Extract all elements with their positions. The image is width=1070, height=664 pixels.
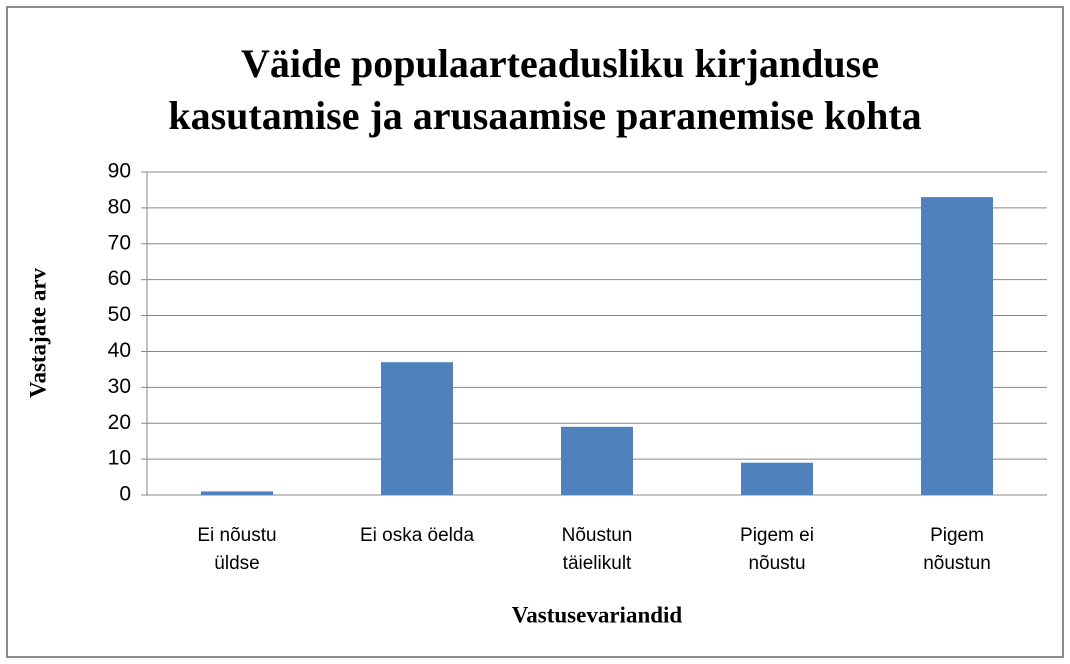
y-tick-label: 20	[108, 411, 131, 434]
y-tick-label: 70	[108, 231, 131, 254]
x-axis-label: Vastusevariandid	[512, 602, 683, 627]
x-tick-label: Ei oska öelda	[359, 525, 475, 546]
y-tick-label: 40	[108, 339, 131, 362]
bar	[741, 462, 813, 495]
y-tick-label: 60	[108, 267, 131, 290]
y-tick-label: 90	[108, 160, 131, 183]
chart-frame	[6, 6, 1064, 658]
y-tick-label: 30	[108, 375, 131, 398]
x-tick-label: Ei nõustu üldse	[197, 525, 277, 574]
y-tick-label: 80	[108, 195, 131, 218]
x-tick-label: Pigem ei nõustu	[740, 525, 814, 574]
x-tick-label: Nõustun täielikult	[561, 525, 633, 574]
bar	[561, 426, 633, 495]
bar	[921, 197, 993, 495]
bar	[201, 491, 273, 495]
chart-title: kasutamise ja arusaamise paranemise koht…	[168, 93, 921, 138]
y-tick-label: 50	[108, 303, 131, 326]
x-tick-label: Pigem nõustun	[923, 525, 991, 574]
y-axis-label: Vastajate arv	[25, 267, 50, 398]
y-tick-label: 10	[108, 447, 131, 470]
bar	[381, 362, 453, 495]
chart-title: Väide populaarteadusliku kirjanduse	[241, 41, 879, 86]
y-tick-label: 0	[119, 483, 131, 506]
